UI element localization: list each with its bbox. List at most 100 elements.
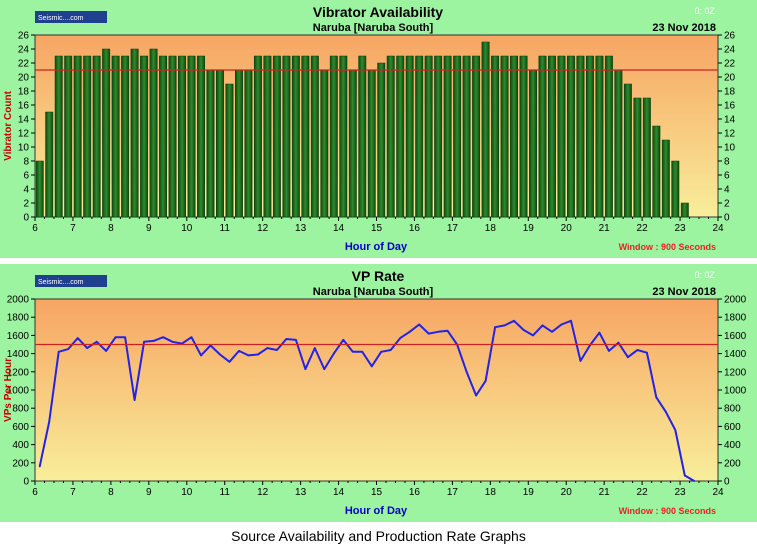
data-point [304, 368, 307, 370]
bar [102, 48, 111, 218]
y-tick-label: 2 [23, 199, 29, 210]
data-point [551, 330, 553, 333]
x-tick-label: 11 [220, 487, 231, 498]
y-tick-label-right: 26 [724, 31, 736, 42]
data-point [380, 350, 383, 353]
data-point [494, 326, 496, 329]
bar [235, 69, 243, 218]
x-tick-label: 19 [523, 487, 535, 498]
data-point [190, 336, 193, 339]
bar [35, 160, 44, 218]
y-tick-label: 4 [23, 185, 29, 196]
bar [348, 69, 357, 218]
data-point [152, 339, 155, 342]
y-tick-label-right: 0 [724, 477, 730, 488]
y-tick-label-right: 600 [724, 422, 741, 433]
x-tick-label: 6 [32, 487, 38, 498]
y-tick-label: 200 [12, 458, 29, 469]
bar [358, 55, 367, 218]
x-axis-label: Hour of Day [345, 241, 408, 253]
bar [576, 55, 585, 218]
bar [216, 69, 224, 218]
y-tick-label: 14 [18, 115, 30, 126]
bar [680, 202, 689, 218]
x-tick-label: 14 [333, 487, 345, 498]
x-tick-label: 15 [371, 223, 383, 234]
bar [415, 55, 424, 218]
corner-label: 0: 0Z [694, 270, 715, 280]
bar [500, 55, 509, 218]
data-point [475, 394, 478, 397]
data-point [579, 359, 582, 362]
x-tick-label: 23 [674, 487, 686, 498]
data-point [162, 336, 164, 339]
data-point [114, 336, 117, 339]
vibrator-availability-panel: Seismic....com Vibrator Availability Narub… [0, 0, 757, 258]
bar [320, 69, 329, 218]
x-tick-label: 18 [485, 223, 497, 234]
data-point [361, 350, 364, 353]
y-tick-label: 400 [12, 440, 29, 451]
data-point [636, 349, 639, 351]
logo [35, 275, 107, 287]
y-axis-label: Vibrator Count [3, 90, 14, 160]
bar [310, 55, 319, 218]
x-tick-label: 21 [599, 487, 611, 498]
data-point [408, 330, 411, 333]
data-point [608, 349, 610, 352]
bar [491, 55, 500, 218]
x-tick-label: 13 [295, 223, 307, 234]
data-point [465, 370, 468, 373]
bar [64, 55, 73, 218]
data-point [655, 396, 658, 399]
bar [510, 55, 518, 218]
x-tick-label: 6 [32, 223, 38, 234]
bar [159, 55, 168, 218]
data-point [38, 465, 41, 468]
x-tick-label: 15 [371, 487, 383, 498]
data-point [143, 340, 145, 343]
data-point [399, 337, 402, 340]
chart-date: 23 Nov 2018 [652, 286, 716, 298]
y-tick-label: 10 [18, 143, 30, 154]
data-point [370, 365, 373, 368]
y-tick-label-right: 200 [724, 458, 741, 469]
data-point [598, 331, 601, 334]
bar [623, 83, 632, 218]
data-point [105, 349, 108, 352]
data-point [266, 347, 269, 350]
data-point [275, 349, 278, 351]
y-tick-label-right: 1800 [724, 313, 747, 324]
data-point [48, 420, 51, 423]
bar [301, 55, 310, 218]
logo [35, 11, 107, 23]
y-tick-label-right: 2 [724, 199, 730, 210]
y-tick-label-right: 22 [724, 59, 736, 70]
data-point [228, 360, 231, 363]
y-tick-label: 2000 [7, 295, 30, 306]
bar [111, 55, 120, 218]
bar [386, 55, 395, 218]
x-tick-label: 12 [257, 487, 269, 498]
data-point [693, 480, 696, 482]
y-tick-label-right: 6 [724, 171, 730, 182]
bar [282, 55, 291, 218]
logo-text: Seismic....com [38, 15, 84, 22]
data-point [674, 429, 677, 431]
data-point [560, 323, 563, 326]
logo-text: Seismic....com [38, 279, 84, 286]
bar [187, 55, 196, 218]
data-point [351, 350, 354, 353]
x-tick-label: 8 [108, 223, 114, 234]
x-tick-label: 21 [599, 223, 611, 234]
data-point [437, 330, 440, 333]
y-tick-label: 8 [23, 157, 29, 168]
x-tick-label: 20 [561, 223, 573, 234]
x-tick-label: 19 [523, 223, 535, 234]
bar [272, 55, 281, 218]
y-tick-label: 18 [18, 87, 30, 98]
bar [548, 55, 556, 218]
data-point [484, 380, 487, 382]
bar [481, 41, 490, 218]
bar [633, 97, 642, 218]
